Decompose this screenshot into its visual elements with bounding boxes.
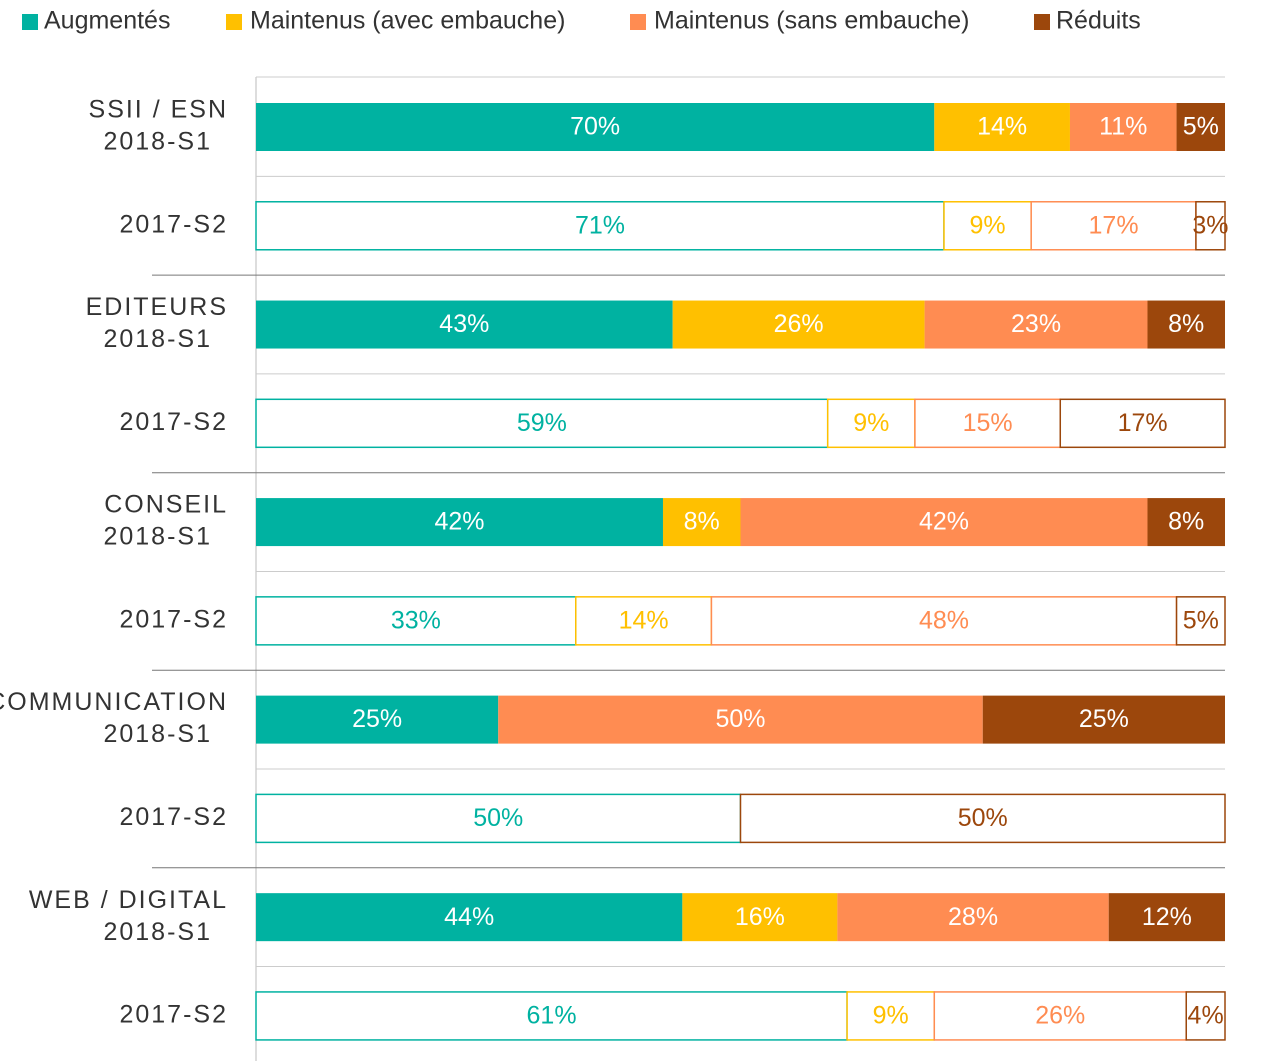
bar-segment <box>498 695 983 744</box>
bar-segment <box>826 398 916 449</box>
bar-segment <box>846 991 936 1041</box>
data-label: 50% <box>715 705 765 733</box>
bar-segment <box>1147 300 1225 349</box>
bar-segment <box>1175 596 1226 646</box>
legend-label: Maintenus (avec embauche) <box>250 7 565 35</box>
data-label: 70% <box>570 113 620 141</box>
data-label: 50% <box>958 804 1008 832</box>
bar-segment <box>982 695 1225 744</box>
data-label: 25% <box>352 705 402 733</box>
data-label: 14% <box>977 113 1027 141</box>
bar-segment <box>255 793 742 844</box>
bar-segment <box>682 893 838 942</box>
data-label: 16% <box>735 903 785 931</box>
bar-segment <box>710 596 1178 646</box>
data-label: 11% <box>1099 113 1147 141</box>
bar-segment <box>739 793 1226 844</box>
bar-segment <box>914 398 1062 449</box>
legend-swatch <box>226 14 242 30</box>
data-label: 26% <box>774 310 824 338</box>
legend-swatch <box>630 14 646 30</box>
category-label: 2017-S2 <box>119 605 228 633</box>
bar-segment <box>1185 991 1226 1041</box>
data-label: 42% <box>434 508 484 536</box>
legend-swatch <box>1034 14 1050 30</box>
bar-segment <box>1030 201 1197 251</box>
bar-segment <box>1195 201 1226 251</box>
bar-segment <box>924 300 1148 349</box>
bar-segment <box>934 103 1070 151</box>
bar-segment <box>256 893 683 942</box>
group-label: CONSEIL <box>104 491 228 519</box>
legend-swatch <box>22 14 38 30</box>
bar-segment <box>575 596 713 646</box>
bar-segment <box>837 893 1109 942</box>
bar-segment <box>672 300 925 349</box>
data-label: 28% <box>948 903 998 931</box>
group-label: SSII / ESN <box>89 96 228 124</box>
data-label: 48% <box>919 606 969 634</box>
bar-segment <box>256 498 663 547</box>
bar-segment <box>256 695 499 744</box>
data-label: 61% <box>527 1002 577 1030</box>
bar-segment <box>1108 893 1225 942</box>
bar-segment <box>943 201 1032 251</box>
data-label: 12% <box>1142 903 1192 931</box>
data-label: 9% <box>853 409 889 437</box>
bar-segment <box>255 201 945 251</box>
category-label: 2018-S1 <box>103 523 212 551</box>
data-label: 59% <box>517 409 567 437</box>
bar-segment <box>1176 103 1225 151</box>
data-label: 9% <box>970 211 1006 239</box>
data-label: 8% <box>684 508 720 536</box>
bar-segment <box>1147 498 1225 547</box>
data-label: 23% <box>1011 310 1061 338</box>
data-label: 50% <box>473 804 523 832</box>
data-label: 17% <box>1118 409 1168 437</box>
data-label: 3% <box>1192 211 1228 239</box>
data-label: 44% <box>444 903 494 931</box>
bar-segment <box>255 991 848 1041</box>
category-label: 2017-S2 <box>119 210 228 238</box>
data-label: 8% <box>1168 508 1204 536</box>
bar-segment <box>1059 398 1226 449</box>
bar-segment <box>255 596 577 646</box>
category-label: 2018-S1 <box>103 918 212 946</box>
data-label: 4% <box>1188 1002 1224 1030</box>
data-label: 8% <box>1168 310 1204 338</box>
legend-label: Augmentés <box>44 7 170 35</box>
bar-segment <box>740 498 1148 547</box>
group-label: COMMUNICATION <box>0 688 228 716</box>
data-label: 5% <box>1183 606 1219 634</box>
category-label: 2018-S1 <box>103 128 212 156</box>
bar-segment <box>256 103 935 151</box>
category-label: 2017-S2 <box>119 408 228 436</box>
category-label: 2018-S1 <box>103 720 212 748</box>
data-label: 17% <box>1089 211 1139 239</box>
data-label: 42% <box>919 508 969 536</box>
legend-label: Maintenus (sans embauche) <box>654 7 969 35</box>
bar-segment <box>1069 103 1177 151</box>
category-label: 2017-S2 <box>119 1001 228 1029</box>
bar-segment <box>255 398 829 449</box>
legend-label: Réduits <box>1056 7 1141 35</box>
data-label: 9% <box>873 1002 909 1030</box>
data-label: 25% <box>1079 705 1129 733</box>
category-label: 2017-S2 <box>119 803 228 831</box>
data-label: 14% <box>619 606 669 634</box>
bar-segment <box>256 300 673 349</box>
data-label: 33% <box>391 606 441 634</box>
data-label: 26% <box>1035 1002 1085 1030</box>
data-label: 43% <box>439 310 489 338</box>
category-label: 2018-S1 <box>103 325 212 353</box>
bar-segment <box>662 498 741 547</box>
data-label: 15% <box>963 409 1013 437</box>
data-label: 71% <box>575 211 625 239</box>
data-label: 5% <box>1183 113 1219 141</box>
group-label: WEB / DIGITAL <box>29 886 228 914</box>
group-label: EDITEURS <box>86 293 228 321</box>
